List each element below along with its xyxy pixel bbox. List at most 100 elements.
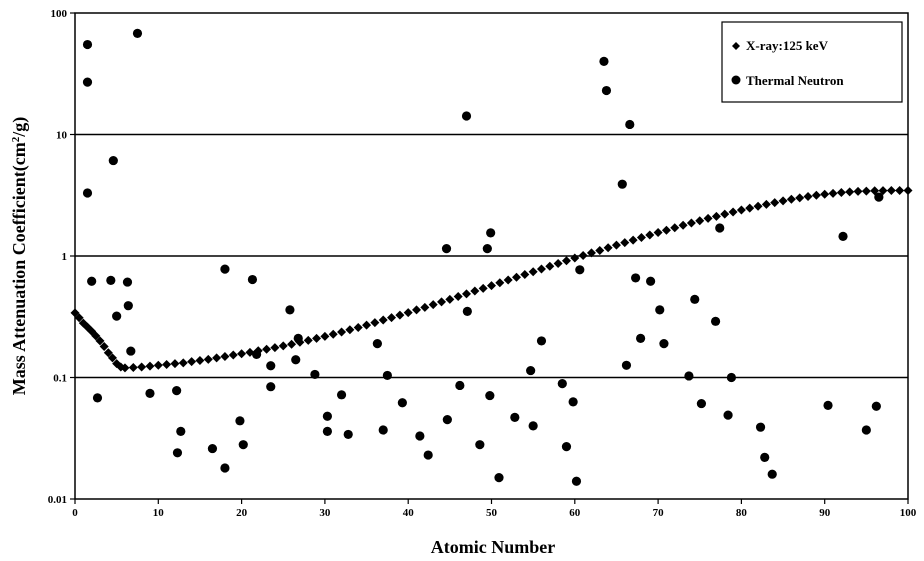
neutron-point (482, 244, 492, 254)
xray-point (861, 186, 871, 196)
y-tick-label: 1 (62, 251, 68, 263)
xray-point (636, 232, 646, 242)
neutron-point (176, 426, 186, 437)
legend-label-neutron: Thermal Neutron (746, 73, 844, 88)
neutron-point (755, 422, 766, 432)
y-axis-title-end: /g) (9, 117, 30, 138)
xray-point (103, 348, 113, 358)
x-tick-label: 10 (153, 507, 165, 519)
neutron-point (636, 333, 646, 343)
xray-point (853, 186, 863, 196)
xray-point (770, 198, 780, 208)
xray-point (203, 354, 213, 364)
neutron-point (106, 275, 116, 285)
neutron-point (715, 223, 725, 233)
xray-point (661, 225, 671, 235)
xray-point (237, 349, 247, 359)
neutron-point (486, 228, 496, 238)
xray-point (753, 201, 763, 211)
neutron-point (397, 398, 407, 408)
xray-point (720, 209, 730, 219)
neutron-point (145, 388, 155, 398)
neutron-point (455, 380, 465, 391)
neutron-point (235, 416, 245, 426)
neutron-point (310, 369, 320, 380)
xray-point (586, 248, 596, 258)
neutron-point (601, 85, 612, 96)
x-tick-label: 50 (486, 507, 498, 519)
neutron-point (617, 179, 627, 189)
neutron-point (336, 390, 347, 400)
neutron-point (571, 476, 582, 486)
xray-point (520, 270, 530, 280)
xray-point (228, 350, 238, 360)
xray-point (128, 362, 138, 372)
y-tick-label: 100 (51, 8, 68, 20)
y-axis-title-superscript: 2 (10, 136, 22, 142)
neutron-point (442, 415, 452, 425)
y-axis-title: Mass Attenuation Coefficient(cm2/g) (9, 117, 30, 395)
neutron-point (266, 382, 276, 392)
x-tick-label: 80 (736, 507, 748, 519)
grid-lines (75, 133, 908, 379)
xray-point (162, 359, 172, 369)
neutron-point (132, 28, 143, 38)
xray-point (428, 300, 438, 310)
neutron-point (285, 305, 295, 315)
xray-point (487, 281, 496, 291)
xray-point (845, 187, 855, 197)
xray-point (795, 193, 805, 203)
neutron-point (382, 370, 392, 381)
xray-point (695, 216, 705, 226)
xray-point (303, 335, 313, 345)
neutron-point (372, 339, 382, 349)
xray-point (503, 275, 513, 285)
neutron-point (207, 443, 218, 454)
neutron-point (122, 277, 133, 287)
legend-box (721, 21, 903, 103)
xray-point (345, 325, 355, 335)
xray-point (153, 360, 163, 370)
xray-point (545, 261, 555, 271)
xray-point (91, 331, 101, 341)
neutron-point (485, 390, 495, 401)
y-tick-label: 0.01 (48, 494, 67, 506)
neutron-point (696, 398, 707, 409)
xray-point (403, 308, 413, 318)
neutron-point (378, 425, 388, 435)
xray-point (74, 313, 84, 323)
neutron-point (871, 401, 881, 411)
legend-label-xray: X-ray:125 keV (746, 38, 829, 53)
xray-point (395, 310, 405, 320)
xray-point (728, 207, 738, 217)
xray-point (478, 283, 488, 293)
neutron-point (82, 188, 93, 198)
neutron-point (631, 273, 641, 283)
xray-point (628, 235, 638, 245)
neutron-point (462, 306, 472, 316)
xray-point (603, 243, 613, 253)
xray-point (370, 318, 380, 328)
x-tick-label: 30 (319, 507, 331, 519)
xray-point (378, 315, 388, 325)
xray-point (420, 302, 430, 312)
xray-point (745, 203, 755, 213)
y-tick-label: 0.1 (53, 373, 67, 385)
xray-point (137, 362, 147, 372)
neutron-point (220, 463, 230, 473)
xray-point (886, 186, 896, 196)
x-tick-label: 90 (819, 507, 831, 519)
xray-point (270, 343, 280, 353)
x-tick-label: 40 (403, 507, 415, 519)
series-neutron (82, 28, 884, 486)
neutron-point (760, 452, 770, 462)
neutron-point (494, 473, 504, 483)
xray-point (120, 363, 130, 373)
xray-point (95, 336, 105, 346)
xray-point (561, 256, 571, 266)
neutron-point (838, 231, 848, 241)
xray-point (145, 361, 155, 371)
xray-point (278, 341, 288, 351)
neutron-point (684, 371, 694, 381)
